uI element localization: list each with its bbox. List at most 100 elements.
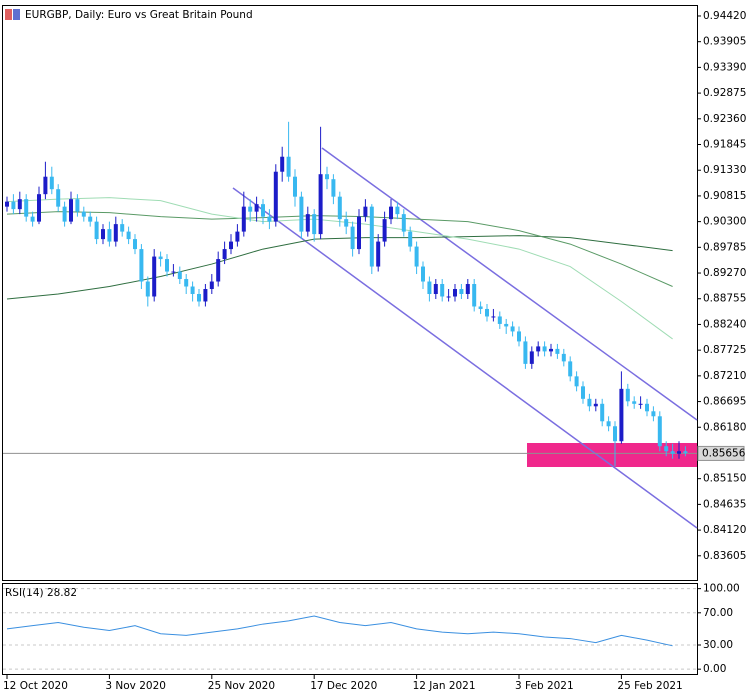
candle-body (651, 411, 656, 417)
y-tick-label: 0.94420 (703, 10, 746, 22)
candle-body (11, 201, 16, 210)
candle-body (677, 451, 681, 454)
candle-body (293, 176, 297, 197)
y-tick-label: 0.92875 (703, 87, 746, 99)
candle-body (267, 216, 272, 222)
candle-body (286, 156, 291, 177)
y-tick-label: 0.83605 (703, 550, 746, 562)
y-tick-label: 0.85150 (703, 473, 746, 485)
channel-upper (321, 147, 698, 421)
candle-body (145, 281, 150, 297)
icon (5, 9, 12, 20)
candle-body (549, 348, 553, 352)
y-tick-label: 0.88755 (703, 293, 746, 305)
candle-body (465, 284, 470, 294)
candle-body (299, 196, 304, 232)
candle-body (478, 306, 483, 309)
candle-body (235, 231, 240, 242)
candle-body (184, 279, 189, 287)
candle-body (43, 176, 48, 195)
y-tick-label: 0.84635 (703, 498, 746, 510)
candle-body (62, 206, 67, 222)
candle-body (555, 348, 560, 354)
candle-body (574, 376, 579, 387)
candle-body (139, 249, 144, 282)
current-price-box (697, 445, 745, 461)
candle-body (209, 281, 214, 290)
candle-body (248, 206, 253, 212)
candle-body (177, 271, 182, 280)
x-tick-label: 3 Feb 2021 (515, 680, 574, 692)
candle-body (395, 206, 400, 215)
candle-body (376, 241, 381, 267)
candle-body (241, 206, 246, 232)
candle-body (536, 346, 541, 352)
y-tick-label: 0.93905 (703, 36, 746, 48)
candle-body (440, 284, 445, 297)
rsi-pane (2, 583, 698, 675)
candle-body (664, 446, 669, 452)
candle-body (222, 249, 227, 260)
marks: 0.94420 0.93905 0.93390 0.92875 0.92360 0.918… (3, 10, 746, 692)
candle-body (504, 323, 509, 327)
y-tick-label: 0.91845 (703, 139, 746, 151)
candle-body (382, 219, 387, 242)
candle-body (318, 174, 323, 235)
icon (13, 9, 20, 20)
candle-body (49, 176, 54, 190)
candle-body (632, 401, 637, 404)
candle-body (280, 156, 285, 172)
y-tick-label: 0.87725 (703, 344, 746, 356)
symbol-icons (5, 9, 20, 20)
candle-body (363, 206, 368, 217)
candle-body (171, 271, 176, 273)
candle-body (312, 214, 317, 235)
highlight-zone (527, 443, 697, 467)
candle-body (657, 416, 662, 447)
candle-body (593, 403, 598, 407)
candle-body (350, 226, 355, 250)
candle-body (17, 199, 22, 210)
candle-body (81, 211, 86, 217)
y-tick-label: 30.00 (703, 639, 733, 651)
candle-body (273, 171, 278, 222)
candle-body (158, 256, 163, 260)
candle-body (542, 346, 547, 352)
candle-body (254, 204, 259, 212)
candle-body (683, 451, 688, 454)
candle-body (5, 201, 9, 207)
candle-body (427, 281, 432, 294)
candle-body (357, 216, 361, 250)
indicator-line (6, 235, 673, 300)
y-tick-label: 0.88240 (703, 318, 746, 330)
candle-body (414, 246, 419, 267)
y-tick-label: 100.00 (703, 583, 740, 595)
candle-body (190, 286, 195, 294)
y-tick-label: 0.91330 (703, 164, 746, 176)
candle-body (203, 289, 208, 302)
candle-body (216, 259, 221, 282)
candle-body (568, 361, 573, 377)
x-tick-label: 3 Nov 2020 (105, 680, 166, 692)
y-tick-label: 0.84120 (703, 524, 746, 536)
candle-body (472, 284, 477, 307)
candle-body (491, 316, 496, 318)
y-tick-label: 0.86695 (703, 396, 746, 408)
candle-body (613, 426, 617, 442)
candle-body (152, 256, 157, 297)
candle-body (561, 353, 566, 362)
channel-lower (232, 187, 698, 529)
candle-body (113, 224, 118, 242)
candle-body (30, 216, 35, 222)
candle-body (344, 219, 349, 227)
x-tick-label: 12 Jan 2021 (413, 680, 476, 692)
x-tick-label: 12 Oct 2020 (3, 680, 68, 692)
y-tick-label: 0.90815 (703, 190, 746, 202)
candle-body (401, 214, 406, 232)
candle-body (24, 199, 29, 217)
candle-body (75, 199, 80, 212)
candle-body (587, 398, 592, 407)
rsi-title: RSI(14) 28.82 (5, 587, 77, 599)
current-price-label: 0.85656 (702, 447, 746, 459)
candle-body (600, 403, 605, 422)
